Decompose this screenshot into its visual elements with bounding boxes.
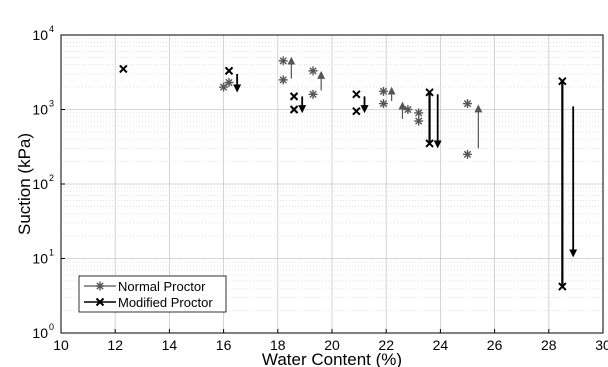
y-tick-label: 10	[32, 251, 48, 267]
data-point-modified-proctor	[119, 64, 128, 74]
legend-box	[78, 275, 227, 313]
y-tick-exponent: 4	[49, 24, 54, 34]
x-tick-label: 18	[270, 337, 286, 353]
data-point-modified-proctor	[352, 106, 361, 116]
x-axis-title: Water Content (%)	[262, 350, 402, 367]
data-point-normal-proctor	[278, 56, 288, 66]
x-tick-label: 12	[107, 337, 123, 353]
y-tick-label: 10	[32, 102, 48, 118]
data-point-normal-proctor	[224, 78, 234, 88]
data-point-modified-proctor	[558, 76, 567, 86]
legend-marker-shape	[95, 297, 105, 307]
data-point-normal-proctor	[308, 89, 318, 99]
data-point-modified-proctor	[425, 139, 434, 148]
data-point-modified-proctor	[289, 92, 299, 101]
data-point-modified-proctor	[425, 88, 434, 97]
data-point-normal-proctor	[414, 108, 424, 118]
y-tick-label: 10	[32, 176, 48, 192]
data-point-normal-proctor	[414, 116, 424, 126]
legend-marker-normal-proctor	[95, 281, 105, 291]
data-point-normal-proctor	[378, 99, 388, 109]
data-point-modified-proctor	[224, 66, 234, 76]
x-tick-label: 30	[595, 337, 608, 353]
y-tick-label: 10	[32, 27, 48, 43]
data-point-modified-proctor	[352, 90, 361, 99]
x-tick-label: 10	[53, 337, 69, 353]
y-axis-title: Suction (kPa)	[15, 133, 34, 235]
data-point-normal-proctor	[278, 75, 288, 85]
x-tick-label: 20	[324, 337, 340, 353]
legend-marker-shape	[95, 281, 105, 291]
y-tick-exponent: 1	[49, 248, 54, 258]
y-tick-exponent: 0	[49, 322, 54, 332]
data-lines	[428, 81, 564, 287]
legend-marker-modified-proctor	[95, 297, 105, 307]
y-tick-exponent: 3	[49, 99, 54, 109]
y-tick-exponent: 2	[49, 173, 54, 183]
x-tick-label: 22	[378, 337, 394, 353]
legend-label-modified-proctor: Modified Proctor	[118, 295, 213, 310]
legend-entry-modified-proctor: Modified Proctor	[84, 295, 213, 310]
x-tick-label: 14	[162, 337, 178, 353]
data-point-modified-proctor	[289, 105, 299, 114]
legend-entry-normal-proctor: Normal Proctor	[84, 279, 206, 294]
x-tick-label: 24	[433, 337, 449, 353]
x-tick-label: 16	[216, 337, 232, 353]
data-arrows	[233, 56, 578, 258]
data-point-normal-proctor	[403, 105, 413, 114]
data-point-normal-proctor	[378, 86, 388, 96]
legend: Normal Proctor Modified Proctor	[78, 275, 227, 313]
data-point-normal-proctor	[308, 66, 318, 76]
legend-label-normal-proctor: Normal Proctor	[118, 279, 206, 294]
data-points	[119, 56, 567, 291]
x-tick-label: 28	[541, 337, 557, 353]
data-point-normal-proctor	[463, 99, 472, 109]
data-point-normal-proctor	[463, 149, 472, 159]
data-point-modified-proctor	[558, 282, 567, 291]
x-tick-label: 26	[487, 337, 503, 353]
x-axis: 10 12 14 16 18 20 22 24 26 28 30	[53, 329, 608, 353]
y-tick-label: 10	[32, 325, 48, 341]
